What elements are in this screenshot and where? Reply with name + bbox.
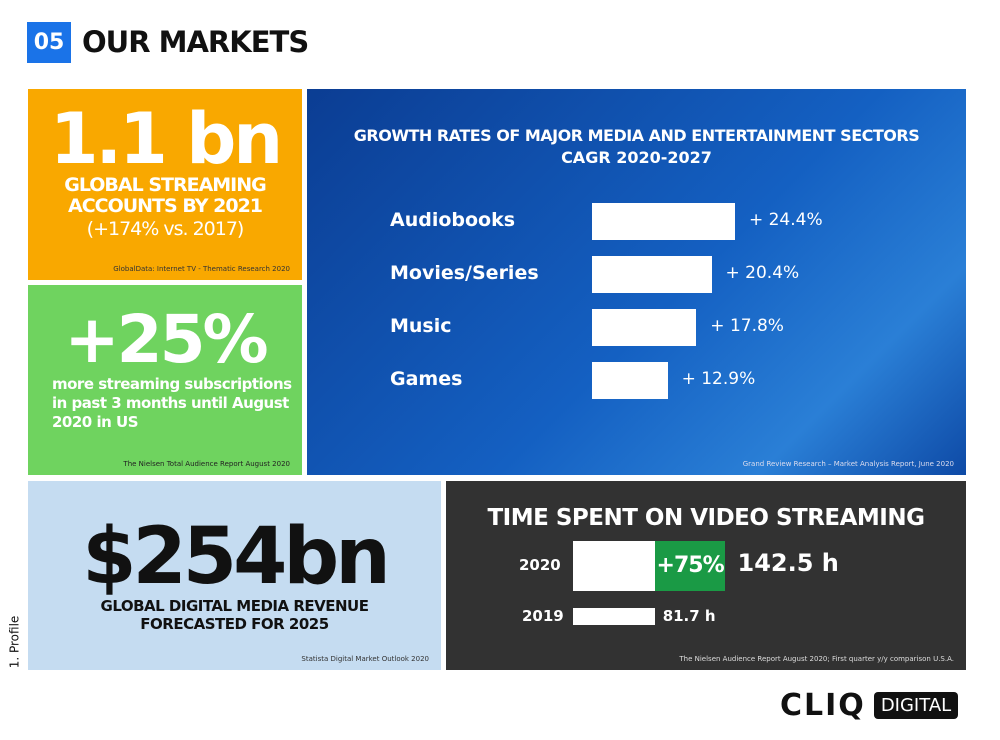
side-label: 1. Profile [7,615,22,669]
streaming-accounts-card: 1.1 bn GLOBAL STREAMING ACCOUNTS BY 2021… [28,89,302,280]
source-note: The Nielsen Audience Report August 2020;… [679,655,954,663]
growth-rates-chart: GROWTH RATES OF MAJOR MEDIA AND ENTERTAI… [307,89,966,475]
stat-line: GLOBAL STREAMING [64,174,267,196]
big-stat: 1.1 bn [49,98,283,180]
category-label: 2020 [519,556,561,574]
category-label: 2019 [522,607,564,625]
stat-line: ACCOUNTS BY 2021 [67,195,263,217]
category-label: Games [390,368,463,390]
bar [592,203,735,240]
bar [592,309,697,346]
revenue-card: $254bn GLOBAL DIGITAL MEDIA REVENUE FORE… [28,481,441,670]
category-label: Audiobooks [390,209,516,231]
section-number: 05 [27,22,71,63]
stat-line: GLOBAL DIGITAL MEDIA REVENUE [100,597,369,615]
logo-text: CLIQ [780,688,866,723]
big-stat: $254bn [82,512,390,602]
data-label: 142.5 h [737,549,839,577]
stat-line: 2020 in US [52,413,139,431]
subscriptions-card: +25% more streaming subscriptions in pas… [28,285,302,475]
source-note: GlobalData: Internet TV - Thematic Resea… [113,265,290,273]
bar [592,256,712,293]
video-streaming-chart: TIME SPENT ON VIDEO STREAMING 2020 +75% 14… [446,481,966,670]
chart-title: GROWTH RATES OF MAJOR MEDIA AND ENTERTAI… [353,126,920,145]
bar [592,362,668,399]
data-label: + 12.9% [681,369,756,389]
data-label: + 20.4% [725,263,800,283]
source-note: The Nielsen Total Audience Report August… [123,460,290,468]
chart-subtitle: CAGR 2020-2027 [561,148,712,167]
source-note: Statista Digital Market Outlook 2020 [301,655,429,663]
stat-line: in past 3 months until August [52,394,289,412]
stat-line: FORECASTED FOR 2025 [140,615,329,633]
company-logo: CLIQ DIGITAL [780,688,959,723]
stat-line: (+174% vs. 2017) [86,218,245,240]
source-note: Grand Review Research – Market Analysis … [742,460,954,468]
chart-title: TIME SPENT ON VIDEO STREAMING [487,505,925,531]
big-stat: +25% [64,301,268,378]
logo-badge: DIGITAL [873,692,959,719]
data-label: 81.7 h [662,607,716,625]
bar-2019 [573,608,655,625]
growth-badge: +75% [654,541,726,591]
category-label: Music [390,315,452,337]
bar-2020-base [573,541,655,591]
category-label: Movies/Series [390,262,539,284]
stat-line: more streaming subscriptions [52,375,292,393]
data-label: + 24.4% [748,210,823,230]
data-label: + 17.8% [710,316,784,336]
page-title: OUR MARKETS [82,25,309,59]
